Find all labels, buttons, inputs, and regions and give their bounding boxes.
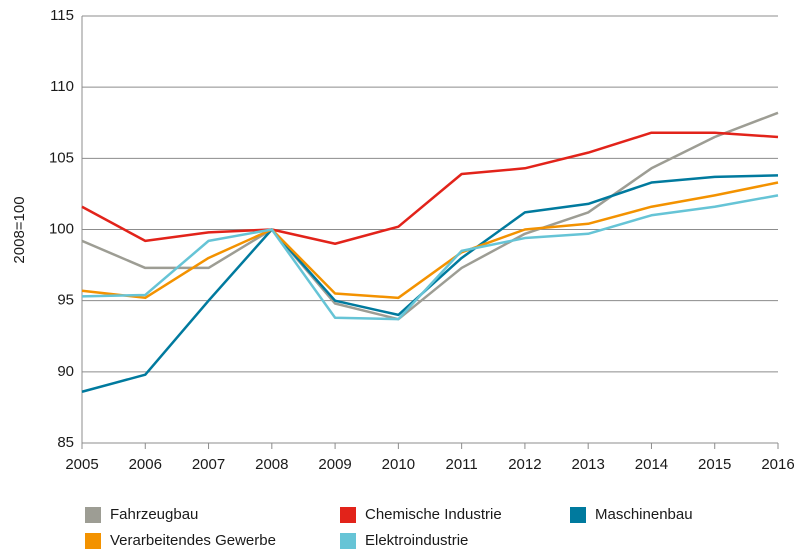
series-line xyxy=(81,131,779,245)
series-line xyxy=(81,111,779,321)
series-line xyxy=(81,194,779,321)
y-tick-label: 110 xyxy=(50,78,74,95)
legend-label: Elektroindustrie xyxy=(365,532,468,549)
y-tick-label: 115 xyxy=(50,7,74,24)
legend-label: Verarbeitendes Gewerbe xyxy=(110,532,276,549)
legend-swatch xyxy=(85,533,101,549)
legend-label: Maschinenbau xyxy=(595,506,693,523)
x-tick-label: 2013 xyxy=(571,456,604,473)
x-tick-label: 2005 xyxy=(65,456,98,473)
y-tick-label: 100 xyxy=(49,220,74,237)
y-tick-label: 90 xyxy=(57,363,74,380)
y-tick-label: 95 xyxy=(57,292,74,309)
legend-swatch xyxy=(340,507,356,523)
x-tick-label: 2016 xyxy=(761,456,794,473)
x-tick-label: 2014 xyxy=(635,456,668,473)
x-tick-label: 2011 xyxy=(446,456,478,473)
legend-label: Fahrzeugbau xyxy=(110,506,198,523)
x-tick-label: 2012 xyxy=(508,456,541,473)
legend-swatch xyxy=(85,507,101,523)
x-tick-label: 2009 xyxy=(318,456,351,473)
x-tick-label: 2015 xyxy=(698,456,731,473)
y-axis-label: 2008=100 xyxy=(11,196,28,263)
legend-label: Chemische Industrie xyxy=(365,506,502,523)
y-tick-label: 85 xyxy=(57,434,74,451)
legend-swatch xyxy=(570,507,586,523)
x-tick-label: 2010 xyxy=(382,456,415,473)
x-tick-label: 2008 xyxy=(255,456,288,473)
x-tick-label: 2006 xyxy=(129,456,162,473)
legend-swatch xyxy=(340,533,356,549)
y-tick-label: 105 xyxy=(49,149,74,166)
x-tick-label: 2007 xyxy=(192,456,225,473)
series-line xyxy=(81,181,779,300)
